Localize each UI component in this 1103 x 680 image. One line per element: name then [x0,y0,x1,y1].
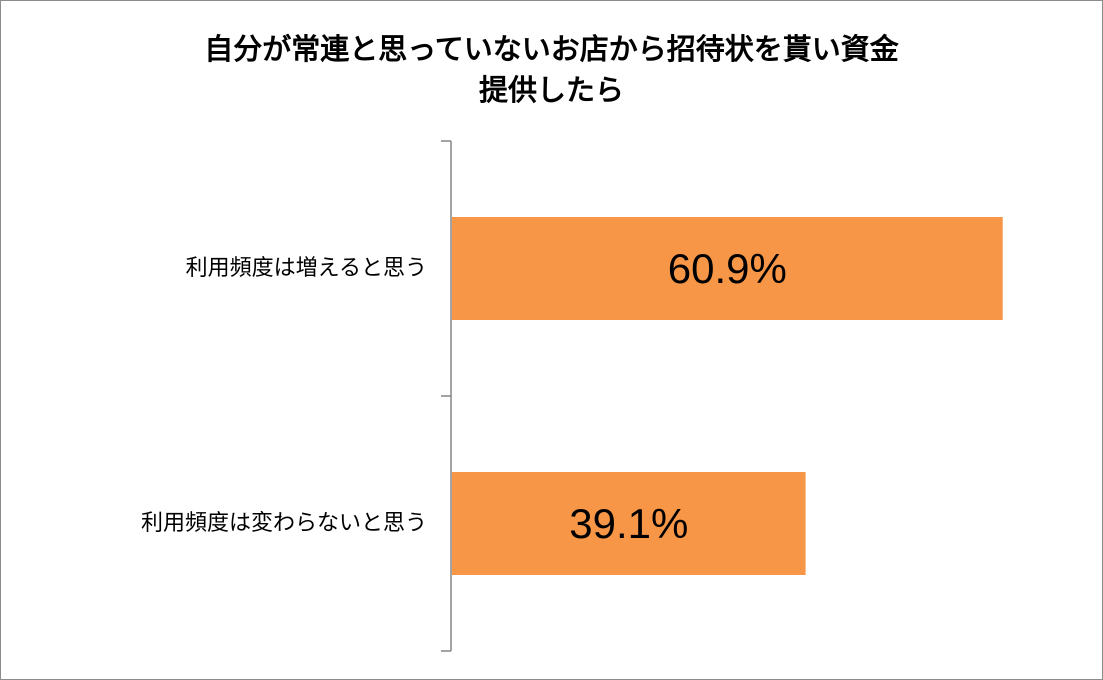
chart-title-line-2: 提供したら [478,73,624,107]
data-label-1: 60.9% [668,245,787,292]
category-label-2: 利用頻度は変わらないと思う [141,511,427,536]
category-label-1: 利用頻度は増えると思う [186,256,427,281]
bar-1 [452,217,1003,320]
chart-title: 自分が常連と思っていないお店から招待状を貰い資金 提供したら [1,29,1102,111]
data-label-2: 39.1% [569,500,688,547]
bar-2 [452,472,806,575]
chart-title-line-1: 自分が常連と思っていないお店から招待状を貰い資金 [204,32,899,66]
